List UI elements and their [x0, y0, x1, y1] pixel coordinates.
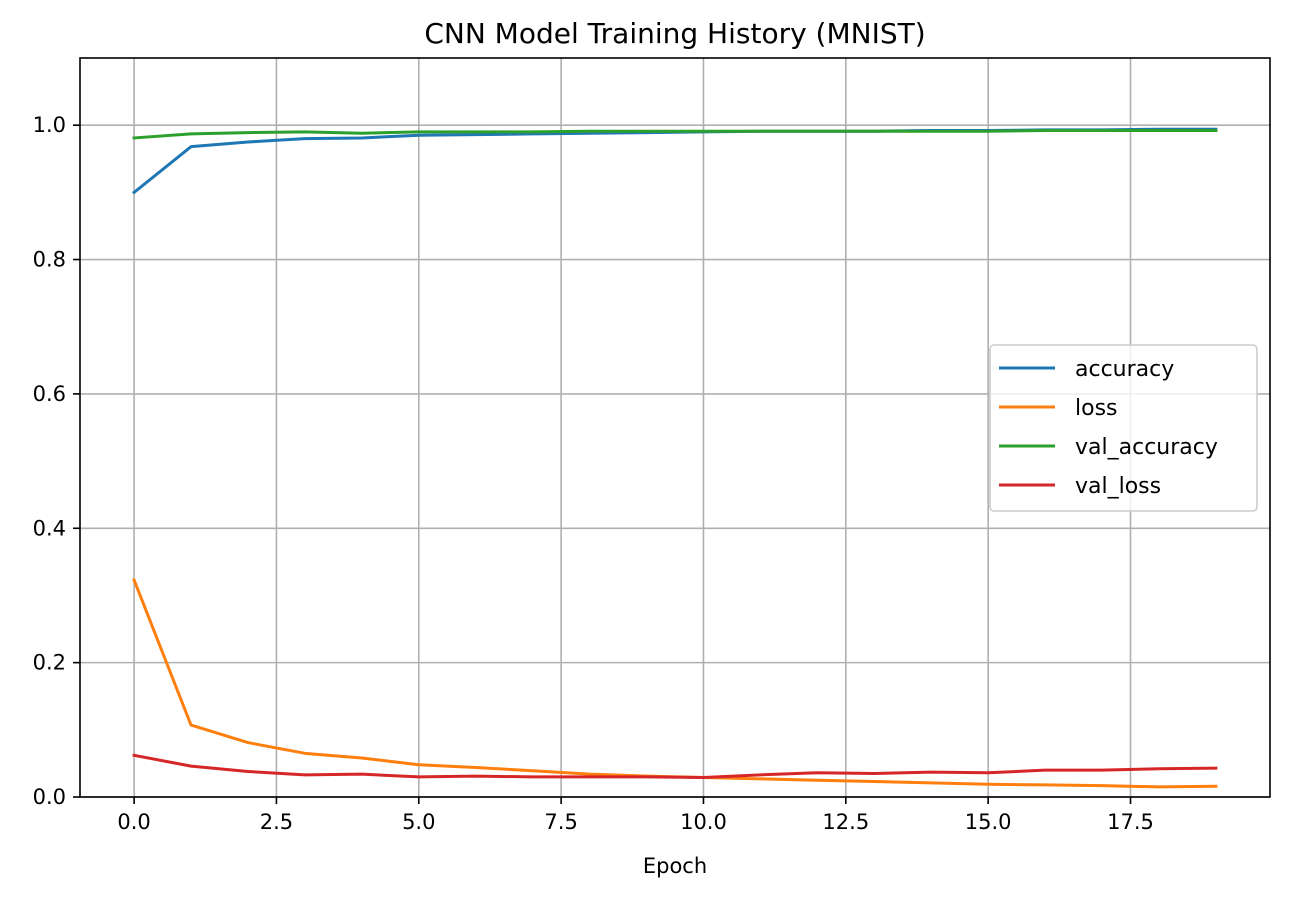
y-tick-label: 0.8 — [33, 248, 66, 272]
x-axis-ticks: 0.0 2.5 5.0 7.5 10.0 12.5 15.0 17.5 — [117, 797, 1154, 834]
legend-label-val-loss: val_loss — [1075, 474, 1161, 499]
x-tick-label: 0.0 — [117, 810, 150, 834]
x-tick-label: 15.0 — [965, 810, 1012, 834]
series-line-val-loss — [132, 753, 1218, 780]
x-tick-label: 12.5 — [822, 810, 869, 834]
y-tick-label: 0.0 — [33, 785, 66, 809]
series-line-accuracy — [131, 127, 1218, 195]
y-tick-label: 1.0 — [33, 113, 66, 137]
y-tick-label: 0.6 — [33, 382, 66, 406]
y-tick-label: 0.2 — [33, 651, 66, 675]
legend: accuracy loss val_accuracy val_loss — [989, 344, 1258, 512]
x-axis-label: Epoch — [643, 854, 707, 878]
series-line-loss — [132, 578, 1218, 789]
chart-title: CNN Model Training History (MNIST) — [424, 17, 925, 50]
x-tick-label: 2.5 — [260, 810, 293, 834]
y-tick-label: 0.4 — [33, 516, 66, 540]
legend-label-val-accuracy: val_accuracy — [1075, 435, 1218, 460]
series-line-val-accuracy — [132, 129, 1218, 140]
legend-label-loss: loss — [1075, 396, 1118, 421]
series-lines — [131, 127, 1218, 789]
x-tick-label: 7.5 — [544, 810, 577, 834]
x-tick-label: 17.5 — [1107, 810, 1154, 834]
legend-label-accuracy: accuracy — [1075, 357, 1174, 382]
x-tick-label: 10.0 — [680, 810, 727, 834]
plot-frame — [79, 57, 1271, 798]
x-tick-label: 5.0 — [402, 810, 435, 834]
grid-lines — [80, 58, 1270, 798]
y-axis-ticks: 0.0 0.2 0.4 0.6 0.8 1.0 — [33, 113, 80, 809]
legend-box — [989, 344, 1258, 512]
